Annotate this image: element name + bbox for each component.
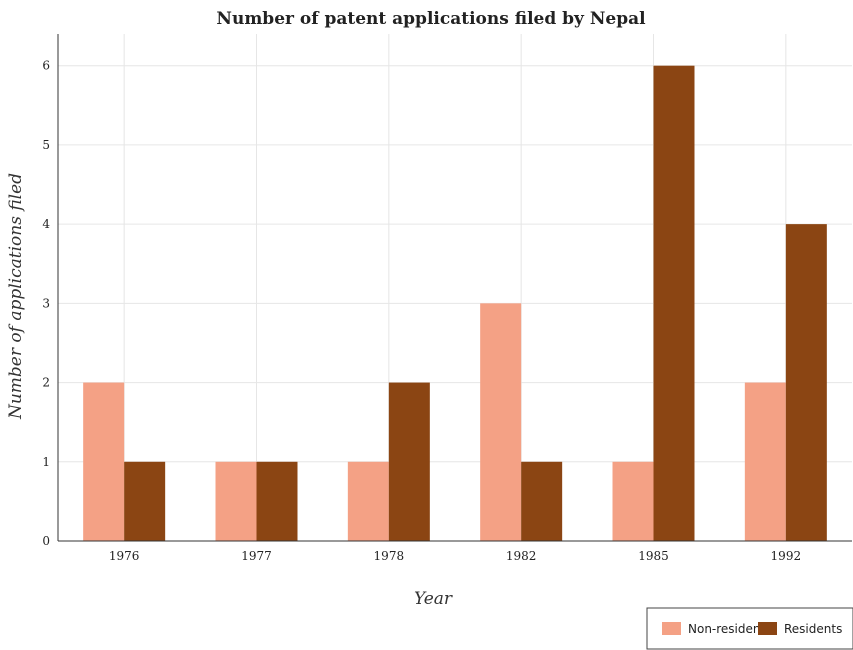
- y-tick-label: 3: [42, 296, 50, 310]
- y-tick-label: 0: [42, 534, 50, 548]
- residents-bar: [521, 461, 563, 541]
- y-tick-label: 1: [42, 455, 50, 469]
- y-axis-label: Number of applications filed: [6, 173, 26, 420]
- legend-label: Residents: [784, 622, 842, 636]
- bars: [83, 65, 827, 541]
- residents-bar: [388, 382, 430, 541]
- non-residents-bar: [612, 461, 654, 541]
- non-residents-bar: [83, 382, 125, 541]
- residents-bar: [653, 65, 695, 541]
- legend-box: [646, 607, 853, 650]
- x-tick-label: 1992: [771, 549, 802, 563]
- axes: [57, 34, 852, 542]
- y-tick-labels: 0 1 2 3 4 5 6: [42, 59, 50, 548]
- x-tick-label: 1982: [506, 549, 537, 563]
- non-residents-bar: [347, 461, 389, 541]
- y-tick-label: 4: [42, 217, 50, 231]
- y-tick-label: 5: [42, 138, 50, 152]
- x-tick-label: 1976: [109, 549, 140, 563]
- x-tick-label: 1977: [241, 549, 272, 563]
- non-residents-bar: [480, 303, 522, 541]
- grid-lines: [58, 34, 852, 542]
- non-residents-bar: [744, 382, 786, 541]
- legend-swatch: [758, 622, 777, 635]
- non-residents-bar: [215, 461, 257, 541]
- x-tick-labels: 1976 1977 1978 1982 1985 1992: [109, 549, 801, 563]
- residents-bar: [785, 224, 827, 541]
- legend-label: Non-residents: [688, 622, 771, 636]
- legend-swatch: [662, 622, 681, 635]
- residents-bar: [124, 461, 166, 541]
- x-tick-label: 1985: [638, 549, 669, 563]
- chart-title: Number of patent applications filed by N…: [216, 9, 646, 29]
- x-axis-label: Year: [414, 589, 453, 609]
- y-tick-label: 2: [42, 376, 50, 390]
- residents-bar: [256, 461, 298, 541]
- legend: Non-residents Residents: [646, 607, 853, 650]
- y-tick-label: 6: [42, 59, 50, 73]
- x-tick-label: 1978: [374, 549, 405, 563]
